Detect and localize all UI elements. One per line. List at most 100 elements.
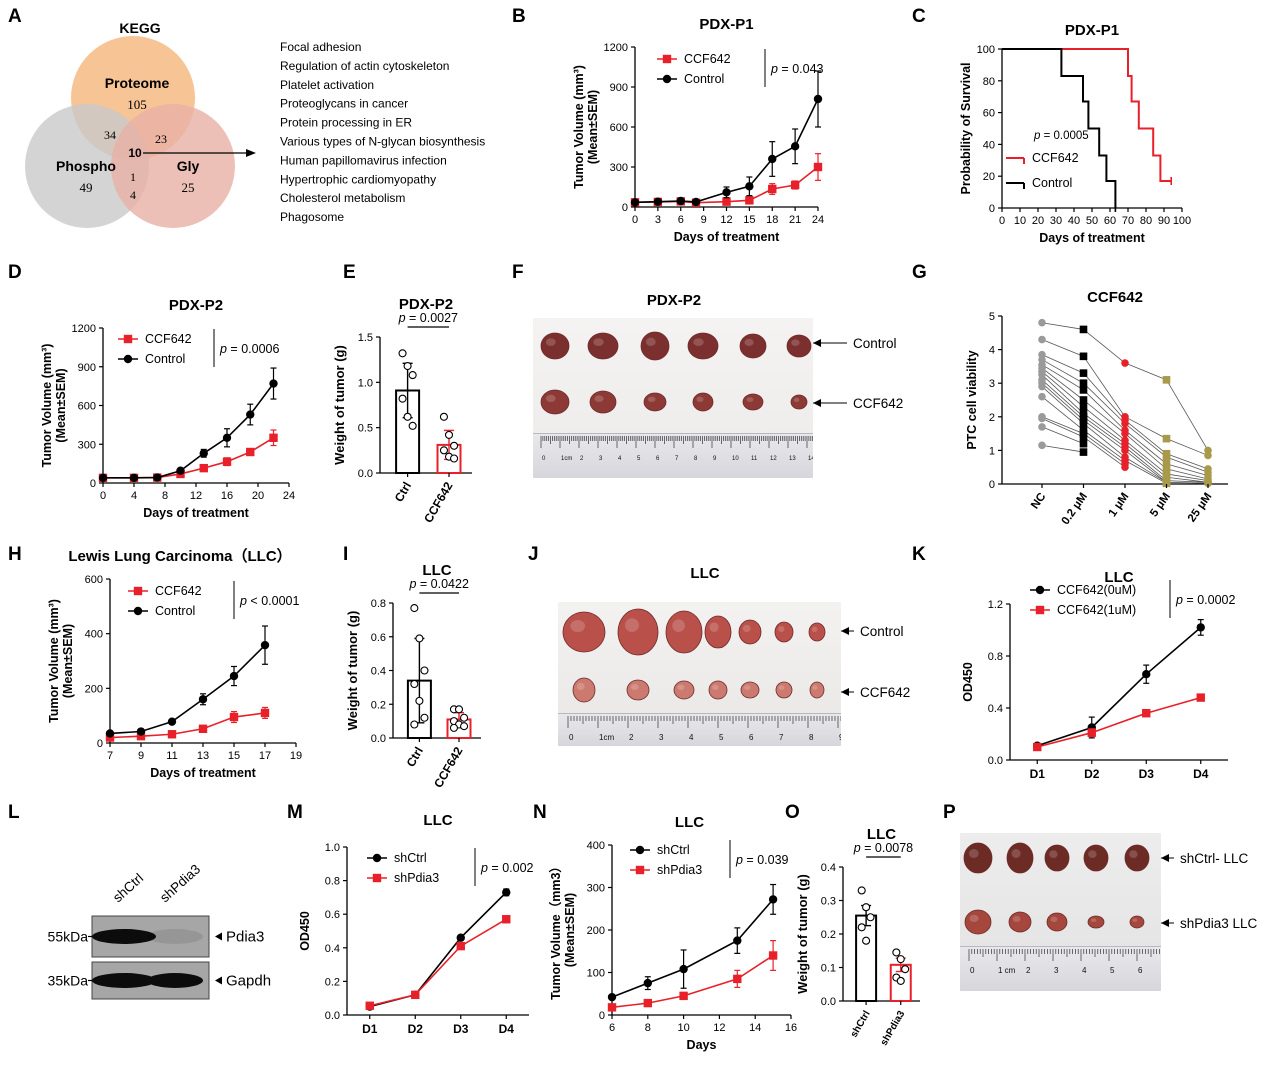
chart-e: PDX-P2 0.0 0.5 1.0 1.5 Weight of tumor (g) Ctr… [332,296,472,525]
tumor-highlight [630,684,639,690]
tumor-sample [964,909,992,935]
pair-line [1041,386,1084,424]
row-label: shPdia3 LLC [1180,916,1258,931]
legend-label: shCtrl [394,851,427,865]
p-value-text: = 0.0078 [861,841,914,855]
data-point [813,94,823,104]
pair-line [1124,419,1167,455]
data-point [1079,402,1088,411]
tumor-highlight [545,338,556,346]
row-arrow-head [841,688,849,696]
chart-h: Lewis Lung Carcinoma（LLC） 0 200 400 600 7 9 11 1… [47,547,302,780]
y-tick-label: 0.2 [325,976,340,988]
ruler-label: 3 [1054,966,1059,975]
tumor-highlight [545,394,556,402]
data-point [449,723,458,732]
data-point [260,708,270,718]
pathway-item: Protein processing in ER [280,116,412,130]
data-point [439,446,448,455]
tumor-sample [808,622,826,642]
data-point [456,933,465,942]
y-axis-label: OD450 [298,911,312,951]
ruler-label: 13 [789,456,796,462]
data-point [444,430,454,439]
row-label: Control [853,336,897,351]
y-axis-label-2: (Mean±SEM) [563,893,577,967]
y-tick-label: 0 [90,478,96,490]
p-symbol: p [219,342,227,356]
data-point [410,720,419,729]
p-value: p = 0.0005 [1033,130,1089,142]
tumor-sample [1124,844,1150,872]
data-point [813,162,823,172]
data-point [411,990,420,1000]
p-symbol: p [480,861,488,875]
chart-m: LLC 0.0 0.2 0.4 0.6 0.8 1.0 D1 D2 D3 D4 OD450 shCtrl… [298,812,534,1036]
ruler-label: 5 [1110,966,1115,975]
y-tick-label: 0.4 [325,943,340,955]
tumor-sample [704,615,732,649]
photo-title: PDX-P2 [647,292,701,309]
panel-letter-h: H [8,544,22,565]
data-point [269,433,278,442]
y-tick-label: 4 [989,345,995,357]
pair-line [1041,396,1084,431]
data-point [454,705,464,714]
data-point [415,696,424,705]
band-arrow [215,932,222,941]
data-point [260,640,270,650]
y-tick-label: 1200 [604,42,628,54]
tumor-sample [1083,844,1109,872]
data-point [722,188,731,197]
chart-k: LLC 0.0 0.4 0.8 1.2 D1 D2 D3 D4 OD450 CCF642(0uM) C… [961,569,1235,781]
y-tick-label: 0.5 [358,423,373,435]
pair-line [1166,468,1209,480]
protein-label: Gapdh [226,973,271,990]
venn-arrow-head [246,149,256,157]
ruler-label: 8 [694,456,698,462]
ruler-label: 6 [749,733,754,742]
data-point [745,196,754,205]
panel-letter-o: O [785,802,800,823]
x-tick-label: D2 [1084,767,1100,781]
tumor-sample [786,334,812,358]
pair-line [1124,456,1167,483]
x-tick-label: 0 [100,490,106,502]
y-tick-label: 0.6 [371,632,386,644]
tumor-sample [1008,911,1032,933]
p-value-text: < 0.0001 [247,594,300,608]
ruler-label: 5 [719,733,724,742]
legend-label: shPdia3 [657,863,702,877]
x-tick-label: 14 [749,1022,761,1034]
data-point [403,412,412,421]
tumor-highlight [968,849,979,858]
tumor-sample [790,394,808,410]
data-point [679,964,688,974]
data-point [691,197,701,207]
ruler-label: 10 [732,456,739,462]
pair-line [1166,438,1209,456]
tumor-sample [562,611,606,653]
p-symbol: p [735,853,743,867]
x-tick-label: 6 [609,1022,615,1034]
pair-line [1041,426,1084,445]
tumor-highlight [594,395,604,402]
tumor-sample [740,681,760,699]
tumor-sample [1006,842,1034,874]
pair-line [1166,456,1209,473]
panel-letter-b: B [512,6,526,27]
chart-title: LLC [422,562,451,579]
x-tick-label: CCF642 [431,744,466,790]
y-tick-label: 100 [587,968,605,980]
chart-title: LLC [1104,569,1133,586]
tumor-highlight [693,338,704,346]
tumor-highlight [746,397,754,402]
pair-line [1083,423,1126,458]
data-point [403,361,412,371]
y-tick-label: 600 [78,401,96,413]
y-tick-label: 1200 [72,323,96,335]
panel-letter-g: G [912,262,927,283]
x-tick-label: 3 [655,214,661,226]
data-point [439,412,448,421]
tumor-photo-pdx-p2: 0 1cm 2 3 4 5 6 7 8 9 10 11 12 13 14 [533,318,813,478]
